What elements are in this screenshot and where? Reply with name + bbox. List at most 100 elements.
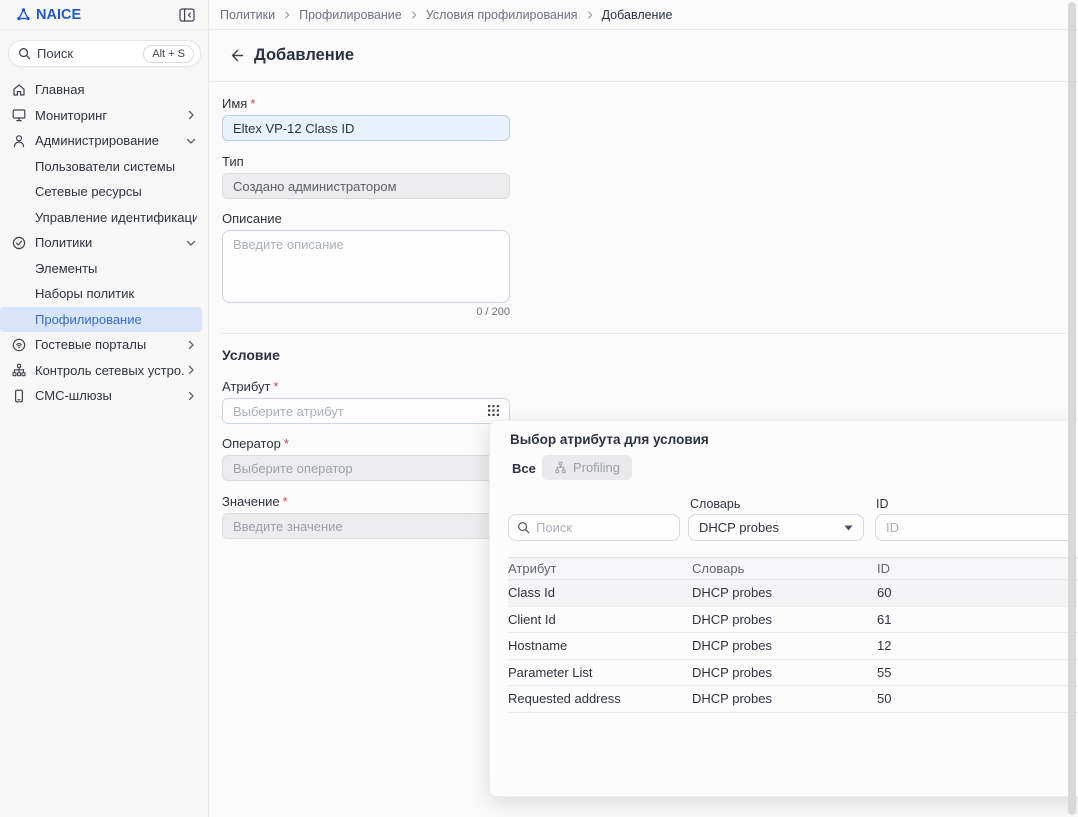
chevron-right-icon	[185, 339, 197, 351]
name-label: Имя *	[222, 96, 256, 111]
sidebar-item-elements[interactable]: Элементы	[0, 256, 209, 282]
dropdown-caret-icon	[844, 525, 853, 531]
tab-all[interactable]: Все	[512, 461, 536, 476]
sidebar-item-label: Управление идентификацией	[35, 209, 197, 225]
table-row[interactable]: Class Id DHCP probes 60	[508, 580, 1078, 607]
breadcrumb-profiling-conditions[interactable]: Условия профилирования	[425, 7, 578, 22]
sidebar-item-network-device-control[interactable]: Контроль сетевых устро...	[0, 358, 209, 384]
search-icon	[517, 521, 530, 534]
sitemap-icon	[12, 363, 27, 378]
popup-title: Выбор атрибута для условия	[510, 432, 709, 447]
description-label: Описание	[222, 211, 282, 226]
naice-logo-icon	[16, 7, 31, 22]
chevron-down-icon	[185, 135, 197, 147]
sidebar-item-label: Политики	[35, 235, 93, 251]
sidebar-item-label: Профилирование	[35, 311, 142, 327]
breadcrumb: Политики Профилирование Условия профилир…	[209, 0, 1078, 30]
page-title: Добавление	[254, 46, 355, 64]
sidebar-item-home[interactable]: Главная	[0, 77, 209, 103]
attribute-field[interactable]	[222, 398, 510, 424]
description-counter: 0 / 200	[476, 306, 510, 318]
breadcrumb-policies[interactable]: Политики	[220, 7, 276, 22]
vertical-scrollbar[interactable]	[1068, 2, 1076, 815]
brand-name: NAICE	[36, 6, 82, 23]
sidebar-item-guest-portals[interactable]: Гостевые порталы	[0, 332, 209, 358]
sidebar-item-label: Элементы	[35, 260, 98, 276]
description-field[interactable]	[222, 230, 510, 303]
value-field	[222, 513, 510, 539]
table-row[interactable]: Client Id DHCP probes 61	[508, 606, 1078, 633]
sidebar-item-label: СМС-шлюзы	[35, 388, 112, 404]
sidebar-item-policy-sets[interactable]: Наборы политик	[0, 281, 209, 307]
dictionary-filter-label: Словарь	[690, 497, 741, 511]
monitor-icon	[12, 108, 27, 123]
sidebar-item-label: Наборы политик	[35, 286, 135, 302]
table-header-row: Атрибут Словарь ID	[508, 557, 1078, 580]
attribute-input[interactable]	[233, 403, 487, 419]
sidebar-item-administration[interactable]: Администрирование	[0, 128, 209, 154]
sidebar-item-network-resources[interactable]: Сетевые ресурсы	[0, 179, 209, 205]
table-row[interactable]: Requested address DHCP probes 50	[508, 686, 1078, 713]
dictionary-select[interactable]: DHCP probes	[688, 514, 864, 541]
attribute-picker-grid-icon[interactable]	[487, 404, 501, 418]
chevron-down-icon	[185, 237, 197, 249]
profiling-sitemap-icon	[554, 461, 567, 474]
user-icon	[12, 133, 27, 148]
chevron-right-icon	[185, 390, 197, 402]
required-asterisk: *	[250, 96, 256, 111]
attribute-label: Атрибут *	[222, 379, 279, 394]
chevron-right-icon	[282, 10, 292, 20]
required-asterisk: *	[273, 379, 279, 394]
tab-profiling[interactable]: Profiling	[542, 455, 632, 480]
type-label: Тип	[222, 154, 244, 169]
name-field[interactable]	[222, 115, 510, 141]
id-filter-label: ID	[876, 497, 889, 511]
operator-field	[222, 455, 510, 481]
section-divider	[222, 333, 1066, 334]
sidebar-item-label: Главная	[35, 82, 85, 98]
id-filter-input[interactable]	[875, 514, 1075, 541]
sidebar: NAICE Alt + S Главная	[0, 0, 209, 817]
sidebar-search[interactable]: Alt + S	[8, 40, 201, 67]
chevron-right-icon	[409, 10, 419, 20]
operator-label: Оператор *	[222, 436, 289, 451]
col-header-id: ID	[877, 561, 890, 576]
sidebar-item-label: Контроль сетевых устро...	[35, 362, 185, 378]
chevron-right-icon	[185, 364, 197, 376]
search-input[interactable]	[37, 46, 144, 61]
chevron-right-icon	[185, 109, 197, 121]
back-arrow-icon[interactable]	[228, 47, 245, 64]
dictionary-select-value: DHCP probes	[699, 520, 779, 535]
table-row[interactable]: Hostname DHCP probes 12	[508, 633, 1078, 660]
breadcrumb-profiling[interactable]: Профилирование	[299, 7, 402, 22]
sidebar-item-system-users[interactable]: Пользователи системы	[0, 154, 209, 180]
search-icon	[18, 47, 31, 60]
sidebar-item-label: Гостевые порталы	[35, 337, 147, 353]
collapse-sidebar-icon[interactable]	[179, 7, 195, 23]
required-asterisk: *	[283, 436, 289, 451]
col-header-attribute: Атрибут	[508, 561, 557, 576]
sidebar-item-monitoring[interactable]: Мониторинг	[0, 103, 209, 129]
phone-icon	[12, 388, 27, 403]
search-shortcut-badge: Alt + S	[143, 44, 194, 63]
attribute-picker-popup: Выбор атрибута для условия Все Profiling…	[489, 420, 1078, 797]
col-header-dictionary: Словарь	[692, 561, 745, 576]
tab-profiling-label: Profiling	[573, 460, 620, 475]
sidebar-item-label: Администрирование	[35, 133, 159, 149]
sidebar-menu: Главная Мониторинг Администрирование Пол…	[0, 77, 209, 409]
type-field	[222, 173, 510, 199]
sidebar-item-sms-gateways[interactable]: СМС-шлюзы	[0, 383, 209, 409]
home-icon	[12, 82, 27, 97]
brand[interactable]: NAICE	[16, 7, 81, 23]
sidebar-item-identity-management[interactable]: Управление идентификацией	[0, 205, 209, 231]
table-row[interactable]: Parameter List DHCP probes 55	[508, 659, 1078, 686]
chevron-right-icon	[585, 10, 595, 20]
popup-search-input[interactable]	[536, 520, 671, 535]
condition-section-title: Условие	[222, 347, 280, 363]
popup-search-field[interactable]	[508, 514, 680, 541]
page-header: Добавление	[209, 30, 1078, 82]
sidebar-item-profiling[interactable]: Профилирование	[0, 306, 202, 332]
sidebar-item-policies[interactable]: Политики	[0, 230, 209, 256]
sidebar-item-label: Пользователи системы	[35, 158, 176, 174]
sidebar-item-label: Мониторинг	[35, 107, 108, 123]
